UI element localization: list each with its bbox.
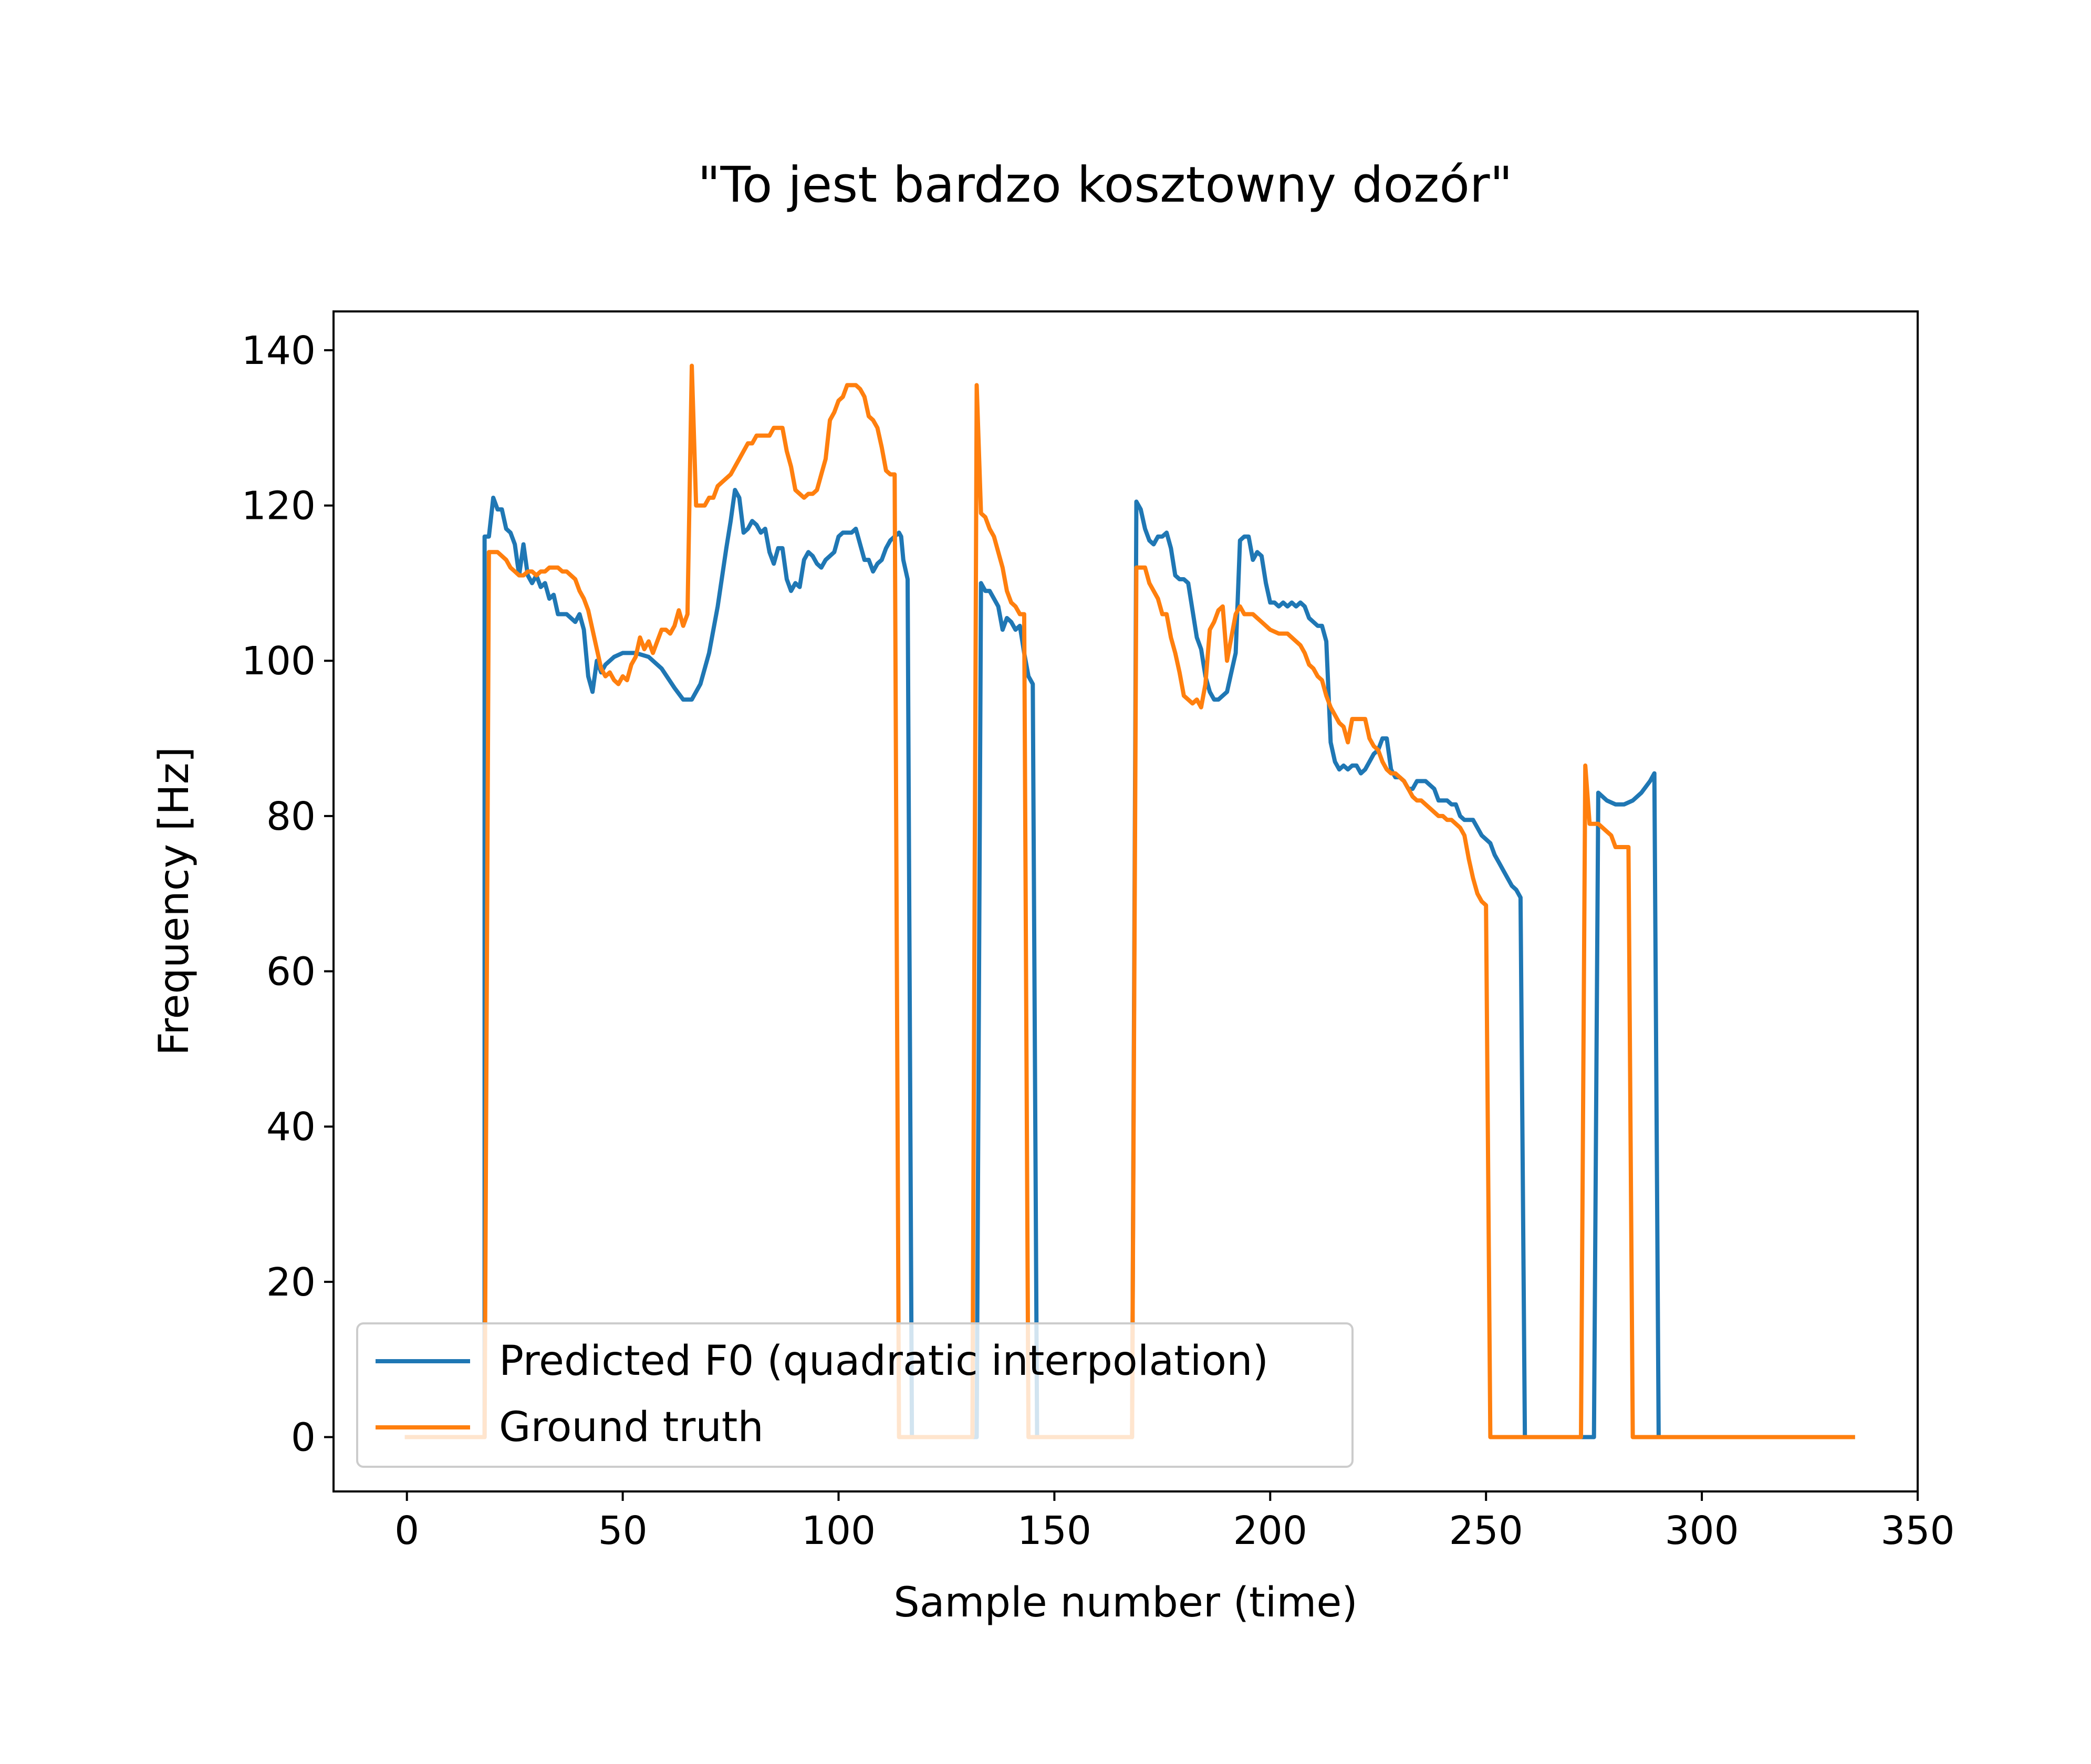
y-tick-label: 80 <box>266 794 316 839</box>
y-tick-label: 40 <box>266 1104 316 1150</box>
x-tick-label: 50 <box>598 1508 648 1553</box>
x-tick-label: 350 <box>1880 1508 1954 1553</box>
y-tick-label: 20 <box>266 1260 316 1305</box>
y-tick-label: 100 <box>242 639 316 684</box>
legend-label-ground-truth: Ground truth <box>499 1404 764 1451</box>
x-tick-label: 200 <box>1233 1508 1307 1553</box>
y-tick-label: 60 <box>266 949 316 995</box>
series-line-ground-truth <box>404 363 1855 1439</box>
x-axis-label: Sample number (time) <box>893 1579 1358 1626</box>
y-axis-ticks: 0 20 40 60 80 100 120 140 <box>242 328 334 1460</box>
legend-label-predicted: Predicted F0 (quadratic interpolation) <box>499 1338 1268 1385</box>
x-tick-label: 100 <box>802 1508 876 1553</box>
chart-title: "To jest bardzo kosztowny dozór" <box>698 156 1513 214</box>
y-tick-label: 0 <box>291 1415 316 1460</box>
y-tick-label: 140 <box>242 328 316 373</box>
legend: Predicted F0 (quadratic interpolation) G… <box>356 1322 1354 1468</box>
axes-frame <box>332 310 1919 1492</box>
x-tick-label: 250 <box>1449 1508 1523 1553</box>
x-axis-ticks: 0 50 100 150 200 250 300 350 <box>394 1491 1955 1553</box>
y-tick-label: 120 <box>242 484 316 529</box>
x-tick-label: 0 <box>394 1508 419 1553</box>
x-tick-label: 300 <box>1665 1508 1739 1553</box>
x-tick-label: 150 <box>1017 1508 1091 1553</box>
legend-box <box>356 1322 1354 1468</box>
y-axis-label: Frequency [Hz] <box>151 747 198 1056</box>
